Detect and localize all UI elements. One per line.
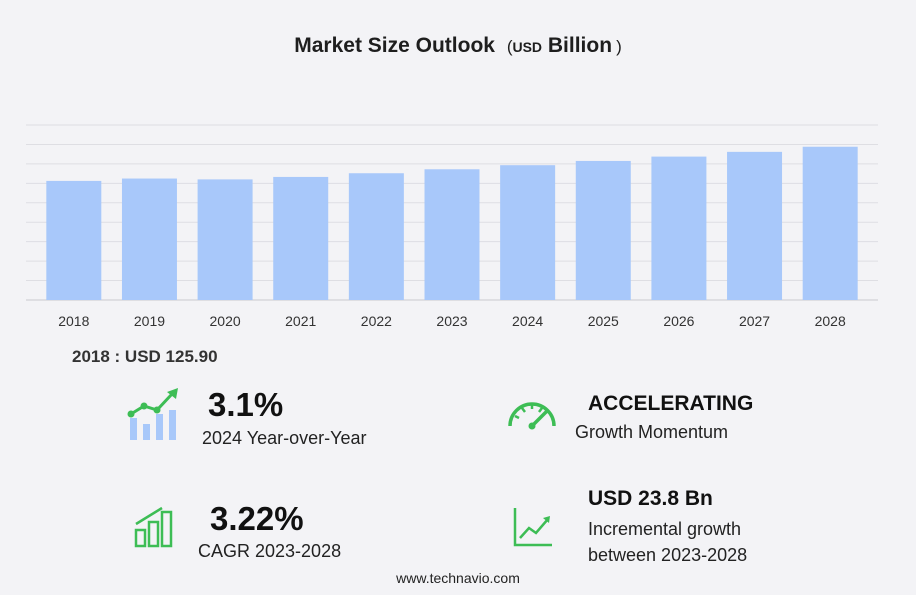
- bar-2025: [575, 160, 631, 300]
- line-chart-icon: [513, 508, 552, 547]
- cagr-value: 3.22%: [210, 500, 304, 537]
- chart-x-labels: 2018 2019 2020 2021 2022 2023 2024 2025 2026 2027…: [58, 313, 846, 329]
- bar-2026: [651, 156, 707, 300]
- chart-bars: [46, 146, 858, 300]
- chart-title: Market Size Outlook (USD Billion): [0, 34, 916, 58]
- yoy-label: 2024 Year-over-Year: [202, 428, 367, 448]
- bar-2022: [348, 173, 404, 300]
- bar-2024: [500, 165, 556, 300]
- momentum-value: ACCELERATING: [588, 392, 754, 415]
- bar-2028: [802, 146, 858, 300]
- growth-bars-icon: [134, 506, 173, 548]
- incremental-label-line1: Incremental growth: [588, 519, 742, 539]
- x-label-2028: 2028: [815, 313, 846, 329]
- bar-2019: [121, 178, 177, 300]
- x-label-2024: 2024: [512, 313, 543, 329]
- cagr-label: CAGR 2023-2028: [198, 541, 342, 561]
- unit-paren-open: (: [506, 37, 513, 56]
- chart-title-text: Market Size Outlook: [294, 34, 495, 57]
- incremental-value: USD 23.8 Bn: [588, 487, 713, 510]
- x-label-2025: 2025: [588, 313, 619, 329]
- bar-2023: [424, 169, 480, 300]
- unit-currency: USD: [512, 39, 543, 55]
- bar-chart: 2018 2019 2020 2021 2022 2023 2024 2025 2026 2027…: [26, 124, 878, 329]
- x-label-2018: 2018: [58, 313, 89, 329]
- x-label-2023: 2023: [436, 313, 467, 329]
- bar-2027: [727, 151, 783, 300]
- footer-site: www.technavio.com: [396, 570, 520, 586]
- x-label-2026: 2026: [663, 313, 694, 329]
- x-label-2027: 2027: [739, 313, 770, 329]
- yoy-value: 3.1%: [208, 386, 284, 423]
- momentum-label: Growth Momentum: [575, 422, 729, 442]
- speedometer-icon: [508, 402, 556, 430]
- bar-2018: [46, 180, 102, 300]
- unit-paren-close: ): [616, 37, 622, 56]
- base-year-value: 2018 : USD 125.90: [72, 347, 218, 366]
- bar-2020: [197, 179, 253, 300]
- bar-trend-icon: [127, 388, 178, 440]
- x-label-2022: 2022: [361, 313, 392, 329]
- incremental-label-line2: between 2023-2028: [588, 545, 748, 565]
- bar-2021: [273, 176, 329, 300]
- x-label-2019: 2019: [134, 313, 165, 329]
- x-label-2021: 2021: [285, 313, 316, 329]
- x-label-2020: 2020: [210, 313, 241, 329]
- unit-scale: Billion: [547, 34, 613, 57]
